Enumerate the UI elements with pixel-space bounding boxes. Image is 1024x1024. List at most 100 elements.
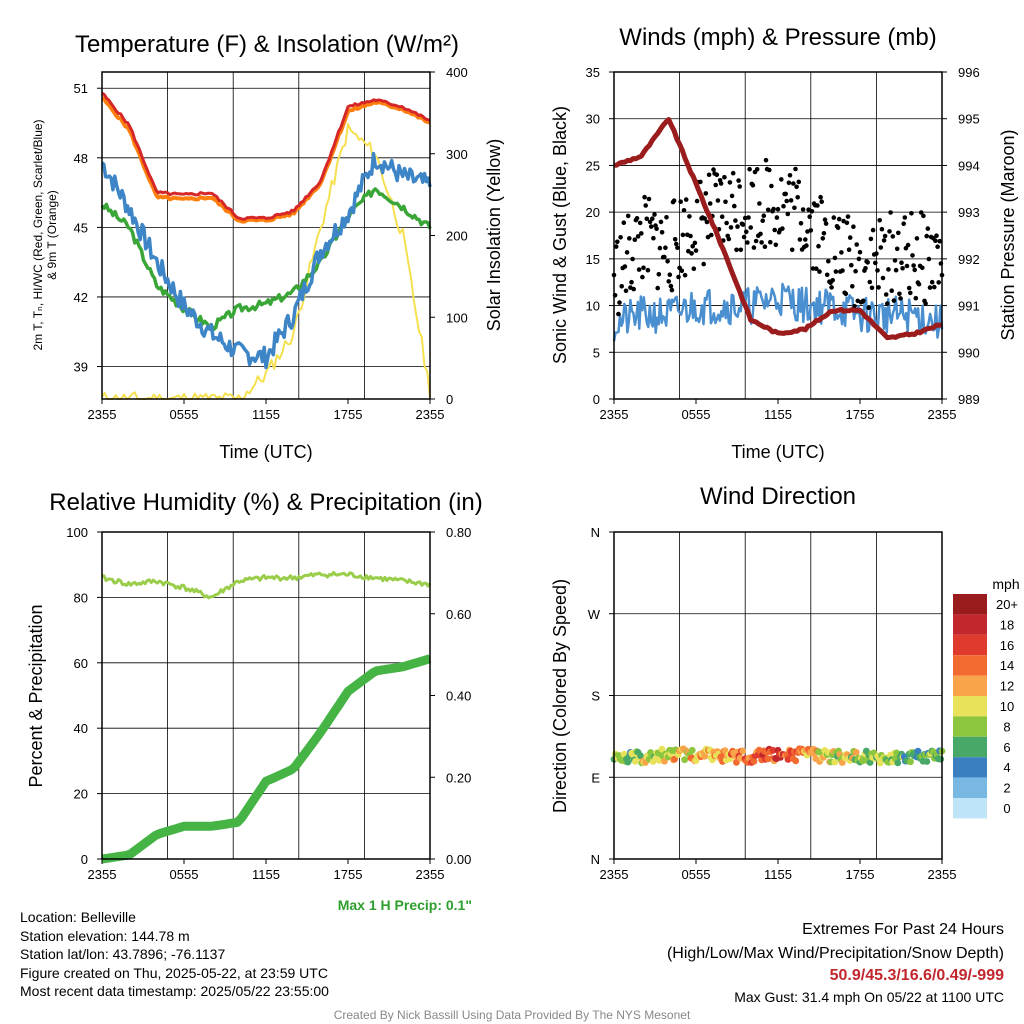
gust-point [631,286,636,292]
gust-point [861,298,866,304]
gust-point [664,215,669,220]
y-tick-label: 100 [66,525,88,540]
gust-point [820,236,826,241]
wind-title: Winds (mph) & Pressure (mb) [619,24,936,51]
gust-point [634,216,640,221]
wind-series [611,117,945,342]
gust-point [735,224,740,229]
gust-point [665,259,670,264]
y-tick-label: 40 [74,721,88,736]
x-tick-label: 2355 [88,407,117,422]
direction-point [792,757,800,765]
gust-point [868,236,874,242]
gust-point [897,291,902,297]
gust-point [748,225,753,230]
gust-point [873,260,878,266]
gust-point [847,235,853,240]
gust-point [645,267,651,273]
wind-ticks: 2355 0555 1155 1755 235505101520253035989990… [586,65,980,422]
gust-point [715,198,721,203]
direction-point [852,748,860,756]
gust-point [657,245,663,251]
gust-point [869,285,875,291]
legend-swatch [953,736,987,758]
temperature-title: Temperature (F) & Insolation (W/m²) [75,31,459,58]
gust-point [833,269,839,274]
dewpoint-line [100,187,432,332]
station-info: Location: Belleville Station elevation: … [20,908,329,1001]
direction-point [923,758,931,765]
gust-point [899,260,904,266]
gust-point [655,285,660,291]
gust-point [800,207,806,212]
gust-point [621,220,627,225]
gust-point [916,281,922,287]
legend-swatch [953,696,987,717]
gust-point [932,284,937,290]
gust-point [792,205,797,211]
gust-point [666,279,671,284]
gust-point [933,238,938,243]
gust-point [779,177,784,182]
gust-point [874,251,879,256]
y-tick-label: 0 [81,852,88,867]
gust-point [920,265,925,271]
recent-timestamp: Most recent data timestamp: 2025/05/22 2… [20,983,329,999]
station-location: Location: Belleville [20,909,136,925]
credit-line: Created By Nick Bassill Using Data Provi… [334,1008,691,1022]
gust-point [780,226,785,231]
gust-point [900,266,905,271]
x-tick-label: 1155 [252,867,280,882]
gust-point [636,267,642,272]
gust-point [727,180,733,185]
gust-point [906,285,912,291]
gust-point [738,247,744,253]
gust-point [798,221,804,226]
y-tick-label: 20 [74,787,88,802]
gust-point [826,258,831,264]
x-tick-label: 1155 [764,407,792,422]
gust-point [904,263,910,269]
gust-point [635,234,641,239]
gust-point [757,201,762,206]
x-tick-label: 2355 [928,867,957,882]
direction-panel: Wind Direction 2355 0555 1155 1755 2355NESWN… [550,483,1020,882]
gust-point [674,241,679,247]
x-tick-label: 2355 [928,407,957,422]
gust-point [722,174,727,180]
gust-point [671,198,677,203]
extremes-title: Extremes For Past 24 Hours [802,921,1004,938]
gust-point [753,238,759,244]
gust-point [891,298,897,303]
gust-point [650,216,655,221]
y2-tick-label: 300 [446,147,468,162]
gust-point [656,272,662,277]
extremes-values: 50.9/45.3/16.6/0.49/-999 [830,967,1004,984]
y-tick-label: 80 [74,590,88,605]
pressure-line [613,117,943,341]
gust-point [723,199,728,205]
legend-swatch [953,757,987,778]
gust-point [771,206,776,212]
y-tick-label: 10 [586,299,600,314]
gust-point [832,255,838,261]
gust-point [740,222,746,227]
x-tick-label: 1155 [764,867,792,882]
gust-point [754,167,760,172]
gust-point [619,284,624,289]
y-tick-label: 25 [586,158,600,173]
gust-point [888,210,893,215]
y-tick-label: 30 [586,112,600,127]
legend-label: 4 [1003,760,1010,775]
gust-point [741,234,747,240]
gust-point [651,235,656,241]
direction-point [769,746,777,754]
gust-point [914,236,920,241]
x-tick-label: 1755 [334,867,363,882]
gust-point [767,167,772,173]
direction-points [610,745,946,767]
gust-point [924,233,929,239]
gust-point [786,180,792,186]
gust-point [814,266,819,272]
gust-point [839,250,844,255]
